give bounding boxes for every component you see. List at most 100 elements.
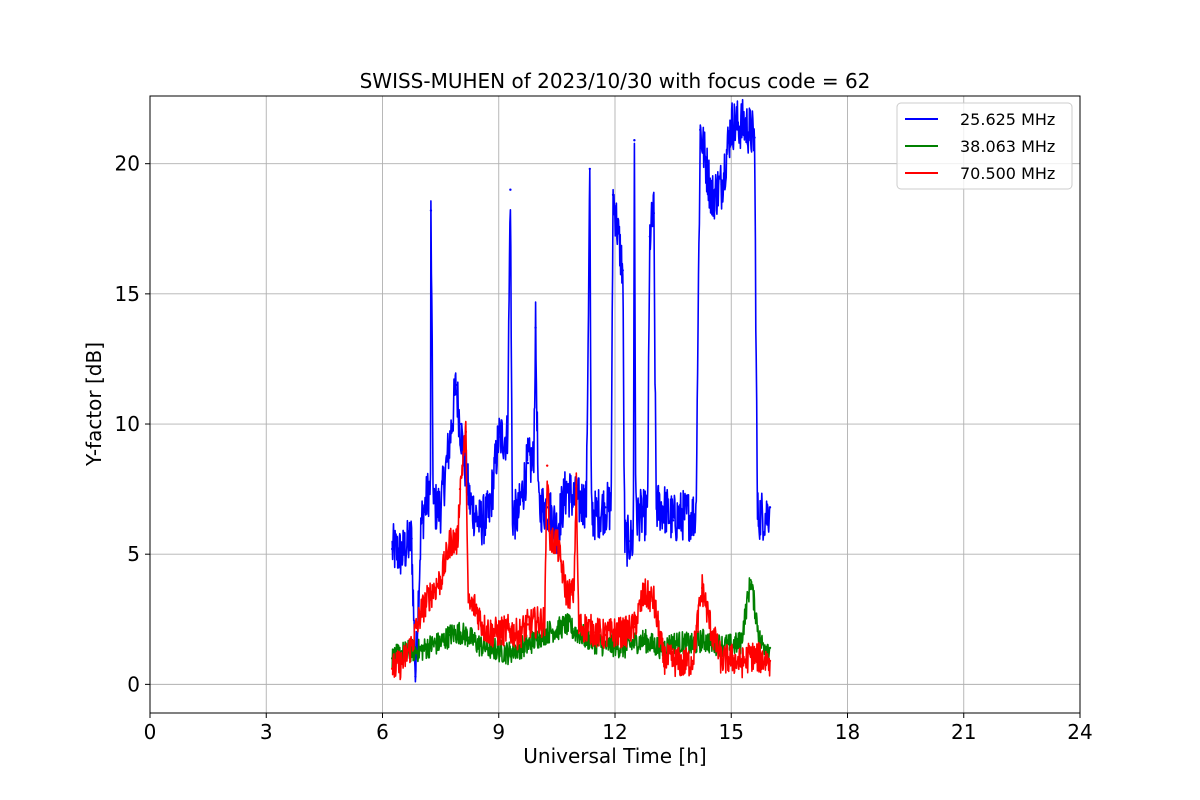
series-1-point <box>565 487 568 491</box>
series-3-point <box>449 539 452 543</box>
series-2-point <box>768 646 772 650</box>
series-2-point <box>739 641 743 644</box>
series-3-point <box>681 662 685 665</box>
series-1-point <box>478 521 481 525</box>
series-3-point <box>691 659 694 663</box>
y-tick-label: 10 <box>115 412 140 436</box>
series-2-point <box>749 579 752 582</box>
series-2-point <box>449 633 452 637</box>
series-2-point <box>633 641 636 644</box>
series-3-point <box>575 485 578 488</box>
series-3-point <box>400 662 404 665</box>
series-3-point <box>526 623 530 626</box>
legend-label-2: 38.063 MHz <box>960 137 1055 156</box>
x-tick-label: 12 <box>602 720 627 744</box>
series-3-point <box>516 633 520 637</box>
series-1-point <box>621 269 624 272</box>
series-2-point <box>642 638 646 642</box>
series-2-point <box>478 644 481 647</box>
legend-label-1: 25.625 MHz <box>960 110 1055 129</box>
series-layer <box>390 98 772 683</box>
series-3-point <box>730 657 733 660</box>
series-3-point <box>536 620 539 624</box>
series-3-point <box>584 625 588 629</box>
x-tick-label: 0 <box>144 720 157 744</box>
series-3-point <box>633 625 636 629</box>
x-tick-label: 6 <box>376 720 389 744</box>
x-tick-label: 15 <box>719 720 744 744</box>
series-3-point <box>497 631 500 634</box>
series-1-point <box>487 513 491 517</box>
series-3-point <box>739 662 743 665</box>
series-2-point <box>565 623 568 626</box>
series-1-point <box>671 519 675 522</box>
y-tick-label: 0 <box>127 672 140 696</box>
series-1-point <box>764 513 768 517</box>
series-1-point <box>681 513 685 517</box>
series-1-point <box>638 513 642 517</box>
series-2-point <box>700 638 704 642</box>
series-3-point <box>720 659 723 663</box>
series-3-point <box>623 631 626 634</box>
series-1-point <box>497 435 500 439</box>
series-3-point <box>555 539 559 543</box>
series-3-point <box>482 625 485 629</box>
legend-label-3: 70.500 MHz <box>960 164 1055 183</box>
legend: 25.625 MHz 38.063 MHz 70.500 MHz <box>896 102 1073 190</box>
series-3-point <box>507 628 510 631</box>
series-2-point <box>487 646 491 650</box>
y-axis-label: Y-factor [dB] <box>82 342 106 467</box>
series-2-point <box>652 644 655 647</box>
series-1-point <box>414 675 417 678</box>
series-line-3 <box>391 420 771 681</box>
series-1-point <box>427 487 431 491</box>
series-3-point <box>545 464 549 467</box>
series-3-point <box>710 631 714 634</box>
series-3-point <box>700 586 704 590</box>
series-1-point <box>516 513 520 517</box>
x-tick-label: 9 <box>492 720 505 744</box>
series-1-point <box>604 506 607 509</box>
series-2-point <box>681 641 685 644</box>
y-tick-label: 20 <box>115 152 140 176</box>
series-1-point <box>753 136 756 139</box>
x-axis-label: Universal Time [h] <box>523 744 706 768</box>
series-1-point <box>429 209 433 212</box>
x-tick-label: 21 <box>951 720 976 744</box>
series-2-point <box>545 631 549 634</box>
series-1-point <box>652 211 655 215</box>
series-2-point <box>458 631 462 634</box>
series-2-point <box>497 649 500 652</box>
series-1-point <box>594 513 597 517</box>
x-tick-label: 18 <box>835 720 860 744</box>
series-1-point <box>588 167 592 171</box>
series-3-point <box>759 657 762 660</box>
series-1-point <box>611 193 615 197</box>
series-2-point <box>507 651 510 655</box>
series-1-point <box>633 139 636 142</box>
chart-title: SWISS-MUHEN of 2023/10/30 with focus cod… <box>360 69 871 93</box>
series-1-point <box>743 123 747 126</box>
series-3-point <box>652 599 655 603</box>
series-3-point <box>613 631 617 634</box>
series-1-point <box>768 506 772 509</box>
series-2-point <box>420 649 423 652</box>
series-3-point <box>420 610 423 613</box>
legend-box <box>896 102 1073 190</box>
series-1-point <box>509 188 512 191</box>
series-1-point <box>534 326 537 329</box>
series-1-point <box>555 526 559 530</box>
series-3-point <box>604 633 607 637</box>
series-3-point <box>768 659 772 663</box>
series-2-point <box>439 641 442 644</box>
series-1-point <box>439 506 442 509</box>
series-3-point <box>458 487 462 491</box>
series-1-point <box>662 506 665 509</box>
series-3-point <box>474 605 477 608</box>
series-2-point <box>536 636 539 639</box>
series-2-point <box>691 644 694 647</box>
y-tick-label: 15 <box>115 282 140 306</box>
series-3-point <box>429 592 433 595</box>
series-1-point <box>390 547 394 551</box>
